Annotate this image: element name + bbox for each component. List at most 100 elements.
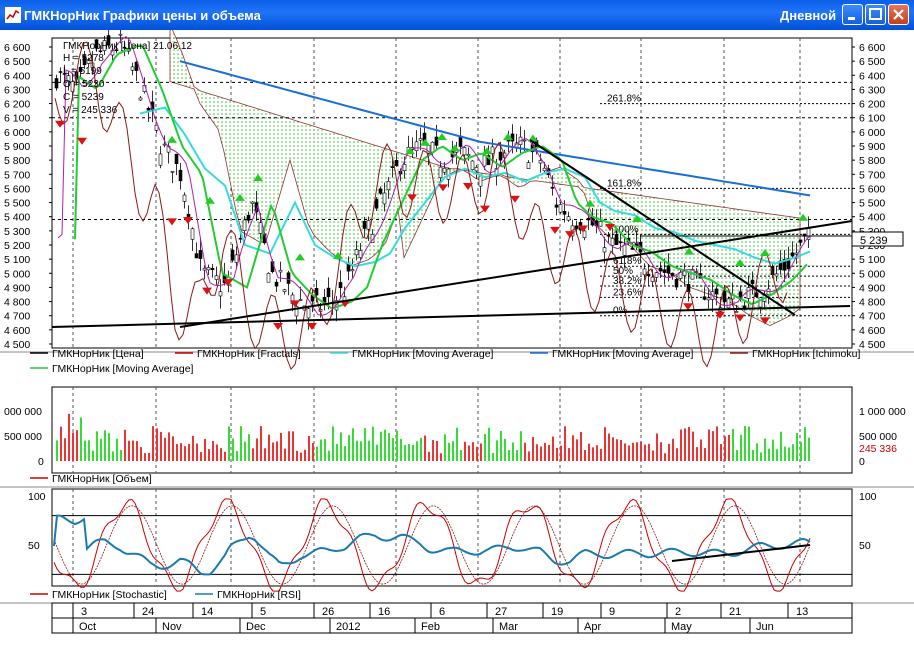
candle-body <box>542 167 547 172</box>
volume-bar <box>476 446 478 461</box>
volume-bar <box>644 444 646 461</box>
volume-bar <box>120 449 122 461</box>
volume-bar <box>624 443 626 461</box>
volume-bar <box>76 430 78 461</box>
fractal-up-marker <box>333 251 343 259</box>
volume-bar <box>152 426 154 461</box>
candle-body <box>782 259 787 271</box>
stochastic-k-line <box>53 498 811 592</box>
volume-bar <box>228 426 230 461</box>
osc-tick-left: 100 <box>28 491 46 503</box>
candle-body <box>278 269 283 273</box>
volume-bar <box>312 443 314 461</box>
candle-body <box>434 136 439 146</box>
maximize-button[interactable] <box>865 4 886 25</box>
volume-bar <box>140 447 142 461</box>
volume-bar <box>56 440 58 461</box>
volume-bar <box>232 438 234 461</box>
volume-bar <box>676 448 678 461</box>
volume-bar <box>704 448 706 461</box>
fractal-up-marker <box>295 253 305 261</box>
ichimoku-cloud-area <box>169 24 801 327</box>
candle-body <box>266 273 271 283</box>
price-tick-right: 4 700 <box>859 311 885 323</box>
fractal-down-marker <box>202 287 212 295</box>
price-tick-left: 6 400 <box>4 70 30 82</box>
oscillator-panel[interactable]: 100 100 50 50 ГМКНорНик [Stochastic] ГМКНорНи… <box>28 491 877 601</box>
volume-bar <box>692 431 694 461</box>
fractal-down-marker <box>307 323 317 331</box>
candle-body <box>170 170 175 173</box>
price-tick-right: 5 900 <box>859 141 885 153</box>
volume-bar <box>580 431 582 461</box>
candle-body <box>54 78 59 89</box>
legend-label: ГМКНорНик [Fractals] <box>197 348 301 360</box>
volume-bar <box>84 440 86 461</box>
fractal-markers <box>55 120 808 331</box>
chart-area[interactable]: 6 600 6 500 6 400 6 300 6 200 6 100 6 000 5 900… <box>0 23 914 650</box>
volume-bar <box>88 440 90 461</box>
fib-label: 261.8% <box>607 94 641 105</box>
price-panel[interactable]: 6 600 6 500 6 400 6 300 6 200 6 100 6 000 5 900… <box>4 23 904 371</box>
volume-bar <box>92 450 94 461</box>
candle-body <box>606 234 611 237</box>
month-label: Apr <box>584 621 601 633</box>
candle-body <box>562 211 567 215</box>
fractal-down-marker <box>273 323 283 331</box>
candle-body <box>298 299 303 301</box>
month-label: Jun <box>756 621 774 633</box>
moving-averages <box>54 35 811 371</box>
fractal-down-marker <box>167 218 177 226</box>
volume-bar <box>672 438 674 461</box>
price-tick-left: 5 700 <box>4 169 30 181</box>
volume-tick-right: 0 <box>859 456 865 468</box>
volume-bar <box>688 426 690 461</box>
volume-bar <box>720 444 722 461</box>
stochastic-d-line <box>53 505 811 585</box>
trendlines[interactable] <box>51 139 853 328</box>
volume-bar <box>416 441 418 461</box>
volume-bar <box>664 453 666 461</box>
volume-bar <box>72 432 74 461</box>
candle-body <box>138 97 143 101</box>
candle-body <box>474 167 479 172</box>
legend-label: ГМКНорНик [Moving Average] <box>352 348 494 360</box>
day-label: 21 <box>729 606 741 618</box>
volume-bar <box>752 449 754 461</box>
volume-bar <box>252 448 254 461</box>
volume-bar <box>132 440 134 461</box>
volume-bar <box>188 443 190 461</box>
volume-bar <box>108 433 110 461</box>
volume-bar <box>336 443 338 461</box>
volume-bar <box>656 433 658 461</box>
volume-bar <box>412 444 414 461</box>
grid <box>0 37 914 604</box>
volume-bar <box>544 442 546 461</box>
candle-body <box>438 166 443 179</box>
day-label: 3 <box>81 606 87 618</box>
volume-bar <box>384 429 386 461</box>
candle-body <box>386 181 391 191</box>
volume-bar <box>328 450 330 461</box>
volume-bar <box>332 426 334 461</box>
close-button[interactable] <box>888 4 909 25</box>
candle-body <box>554 204 559 208</box>
candle-body <box>362 220 367 229</box>
day-label: 24 <box>142 606 154 618</box>
price-tick-left: 5 600 <box>4 183 30 195</box>
legend-label: ГМКНорНик [Stochastic] <box>52 589 167 601</box>
candle-body <box>286 272 291 284</box>
price-tick-right: 6 600 <box>859 42 885 54</box>
month-label: Nov <box>162 621 182 633</box>
volume-bar <box>316 446 318 461</box>
volume-bar <box>712 431 714 461</box>
volume-bar <box>432 440 434 461</box>
minimize-button[interactable] <box>842 4 863 25</box>
candle-body <box>610 238 615 246</box>
volume-bar <box>212 441 214 461</box>
candle-body <box>802 233 807 236</box>
month-label: Oct <box>79 621 96 633</box>
candle-body <box>526 162 531 169</box>
